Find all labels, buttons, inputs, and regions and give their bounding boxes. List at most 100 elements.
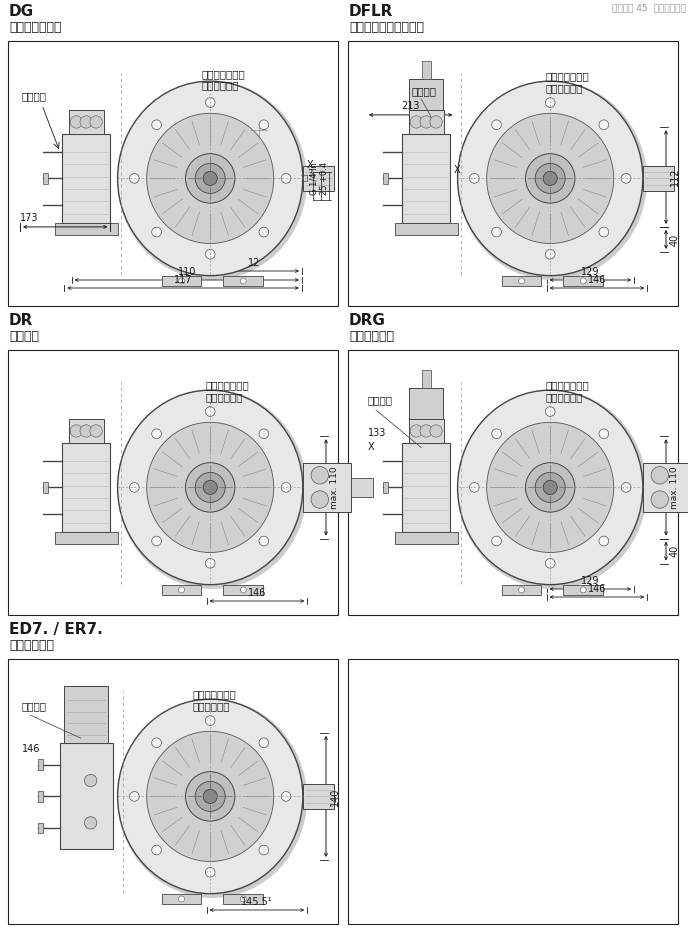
Circle shape bbox=[186, 154, 235, 204]
Circle shape bbox=[651, 466, 669, 484]
Text: 40: 40 bbox=[670, 545, 680, 557]
Circle shape bbox=[152, 429, 162, 439]
Bar bbox=[383, 482, 388, 493]
Circle shape bbox=[195, 781, 225, 811]
Bar bbox=[348, 41, 678, 306]
Circle shape bbox=[203, 480, 217, 494]
Text: 129: 129 bbox=[581, 576, 599, 586]
Bar bbox=[409, 110, 444, 134]
Circle shape bbox=[152, 120, 162, 129]
Bar bbox=[395, 532, 458, 544]
Ellipse shape bbox=[118, 699, 307, 898]
Text: 逆时针旋转时，: 逆时针旋转时， bbox=[546, 381, 590, 390]
Circle shape bbox=[580, 278, 586, 284]
Ellipse shape bbox=[486, 113, 614, 244]
Text: 至法兰面: 至法兰面 bbox=[22, 91, 47, 101]
Text: DR: DR bbox=[9, 313, 34, 328]
Circle shape bbox=[240, 896, 246, 902]
Bar bbox=[224, 894, 263, 904]
Circle shape bbox=[430, 115, 442, 129]
Circle shape bbox=[179, 587, 184, 593]
Circle shape bbox=[430, 425, 442, 437]
Circle shape bbox=[546, 407, 555, 416]
Ellipse shape bbox=[118, 390, 307, 589]
Bar bbox=[502, 584, 541, 596]
Circle shape bbox=[240, 587, 246, 593]
Bar bbox=[38, 823, 43, 834]
Circle shape bbox=[546, 558, 555, 568]
Text: 电动液压控制: 电动液压控制 bbox=[9, 639, 54, 652]
Circle shape bbox=[599, 537, 609, 546]
Bar bbox=[395, 222, 458, 234]
Circle shape bbox=[129, 482, 139, 492]
Ellipse shape bbox=[118, 390, 303, 584]
Circle shape bbox=[311, 491, 329, 508]
Circle shape bbox=[90, 425, 103, 437]
Bar bbox=[64, 687, 108, 744]
Bar bbox=[643, 166, 674, 190]
Text: 规格尺寸 45  控制方式类型: 规格尺寸 45 控制方式类型 bbox=[612, 3, 686, 12]
Bar bbox=[43, 173, 48, 184]
Bar bbox=[352, 477, 374, 497]
Circle shape bbox=[70, 115, 83, 129]
Circle shape bbox=[546, 98, 555, 107]
Circle shape bbox=[90, 115, 103, 129]
Circle shape bbox=[281, 792, 291, 801]
Circle shape bbox=[186, 462, 235, 512]
Circle shape bbox=[240, 278, 246, 284]
Bar bbox=[8, 350, 338, 615]
Bar bbox=[348, 350, 678, 615]
Circle shape bbox=[599, 429, 609, 439]
Circle shape bbox=[205, 407, 215, 416]
Circle shape bbox=[580, 587, 586, 593]
Circle shape bbox=[543, 172, 557, 186]
Text: 逆时针旋转时，: 逆时针旋转时， bbox=[193, 689, 236, 700]
Bar bbox=[224, 584, 263, 596]
Ellipse shape bbox=[458, 390, 643, 584]
Text: 112: 112 bbox=[670, 168, 680, 187]
Text: DFLR: DFLR bbox=[349, 4, 394, 19]
Circle shape bbox=[469, 174, 480, 183]
Circle shape bbox=[152, 537, 162, 546]
Text: 146: 146 bbox=[22, 744, 41, 754]
Text: 146: 146 bbox=[588, 584, 606, 594]
Text: 阀的安装位置: 阀的安装位置 bbox=[546, 83, 583, 93]
Circle shape bbox=[259, 845, 269, 855]
Text: 逆时针旋转时，: 逆时针旋转时， bbox=[546, 71, 590, 82]
Bar bbox=[563, 276, 603, 286]
Circle shape bbox=[80, 425, 92, 437]
Bar bbox=[38, 760, 43, 770]
Text: 阀的安装位置: 阀的安装位置 bbox=[202, 81, 239, 90]
Circle shape bbox=[259, 120, 269, 129]
Circle shape bbox=[311, 466, 329, 484]
Text: 阀的安装位置: 阀的安装位置 bbox=[193, 701, 230, 711]
Ellipse shape bbox=[118, 699, 303, 894]
Text: 逆时针旋转时，: 逆时针旋转时， bbox=[202, 69, 245, 79]
Bar bbox=[422, 371, 431, 387]
Circle shape bbox=[519, 587, 524, 593]
Circle shape bbox=[85, 817, 97, 829]
Circle shape bbox=[179, 278, 184, 284]
Circle shape bbox=[129, 792, 139, 801]
Circle shape bbox=[519, 278, 524, 284]
Text: 压力控制: 压力控制 bbox=[9, 330, 39, 343]
Circle shape bbox=[205, 868, 215, 877]
Bar bbox=[69, 110, 104, 134]
Text: 阀的安装位置: 阀的安装位置 bbox=[546, 392, 583, 402]
Text: 12: 12 bbox=[248, 258, 261, 268]
Circle shape bbox=[492, 429, 502, 439]
Bar bbox=[8, 659, 338, 924]
Circle shape bbox=[205, 98, 215, 107]
Bar bbox=[62, 444, 111, 532]
Circle shape bbox=[129, 174, 139, 183]
Circle shape bbox=[80, 115, 92, 129]
Bar bbox=[303, 463, 352, 511]
Text: 146: 146 bbox=[248, 588, 266, 598]
Text: DG: DG bbox=[9, 4, 34, 19]
Bar bbox=[162, 894, 202, 904]
Circle shape bbox=[621, 174, 631, 183]
Text: ED7. / ER7.: ED7. / ER7. bbox=[9, 622, 103, 637]
Circle shape bbox=[186, 772, 235, 821]
Circle shape bbox=[492, 120, 502, 129]
Ellipse shape bbox=[118, 82, 303, 276]
